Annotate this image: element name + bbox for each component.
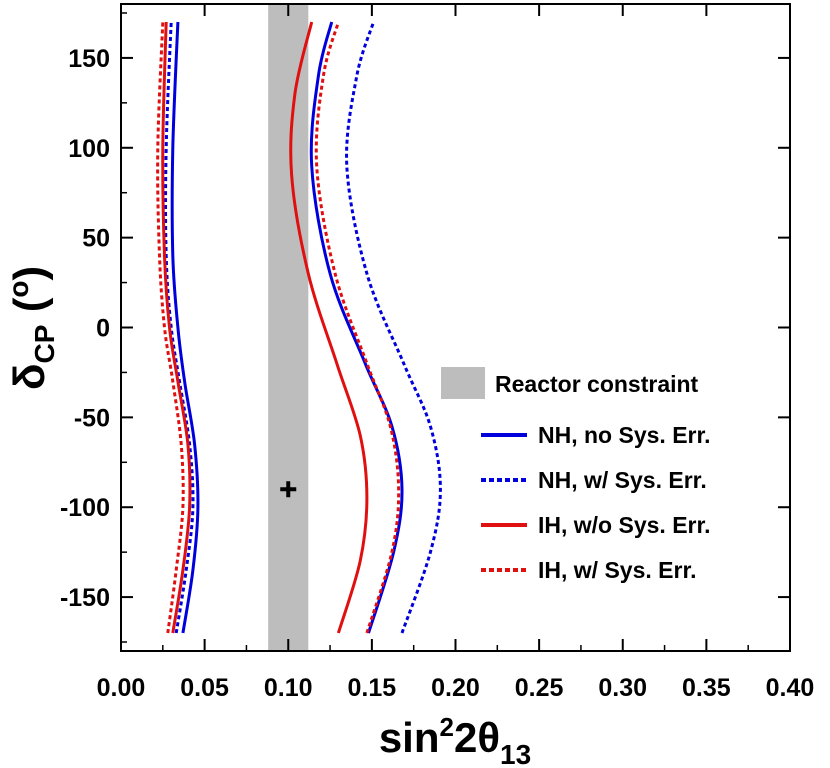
- x-tick-label: 0.25: [515, 674, 564, 702]
- x-tick-label: 0.05: [180, 674, 229, 702]
- x-tick-label: 0.40: [766, 674, 815, 702]
- y-tick-label: 0: [96, 315, 110, 343]
- contour-ih-w-o-sys-err-left: [161, 21, 192, 634]
- x-tick-label: 0.10: [264, 674, 313, 702]
- y-tick-label: -150: [60, 584, 110, 612]
- x-tick-label: 0.15: [348, 674, 397, 702]
- legend-label-ih-wo-sys: IH, w/o Sys. Err.: [538, 512, 711, 538]
- x-tick-label: 0.00: [97, 674, 146, 702]
- contour-ih-w-sys-err-left: [156, 21, 185, 634]
- legend-swatch-reactor-constraint: [441, 367, 485, 399]
- contour-nh-no-sys-err-left: [170, 21, 200, 634]
- legend-label-nh-w-sys: NH, w/ Sys. Err.: [538, 467, 707, 493]
- y-tick-label: -100: [60, 494, 110, 522]
- x-axis-title: sin22θ13: [379, 712, 531, 768]
- y-axis-title: δCP (o): [3, 266, 60, 390]
- reactor-constraint-band: [268, 4, 309, 651]
- contour-nh-no-sys-err-right: [309, 21, 404, 634]
- contour-nh-w-sys-err-right: [345, 21, 442, 634]
- legend: Reactor constraint NH, no Sys. Err. NH, …: [441, 367, 711, 583]
- y-tick-label: 50: [82, 225, 110, 253]
- contour-ih-w-sys-err-right: [314, 21, 401, 634]
- contour-nh-w-sys-err-left: [164, 21, 195, 634]
- legend-label-nh-no-sys: NH, no Sys. Err.: [538, 422, 711, 448]
- contour-ih-w-o-sys-err-right: [289, 21, 369, 634]
- x-tick-label: 0.35: [682, 674, 731, 702]
- y-tick-label: 100: [68, 135, 110, 163]
- x-tick-label: 0.30: [598, 674, 647, 702]
- y-tick-label: 150: [68, 45, 110, 73]
- y-tick-label: -50: [74, 404, 110, 432]
- best-fit-marker: [280, 481, 297, 498]
- legend-label-ih-w-sys: IH, w/ Sys. Err.: [538, 557, 697, 583]
- legend-label-reactor-constraint: Reactor constraint: [495, 371, 699, 397]
- x-tick-label: 0.20: [431, 674, 480, 702]
